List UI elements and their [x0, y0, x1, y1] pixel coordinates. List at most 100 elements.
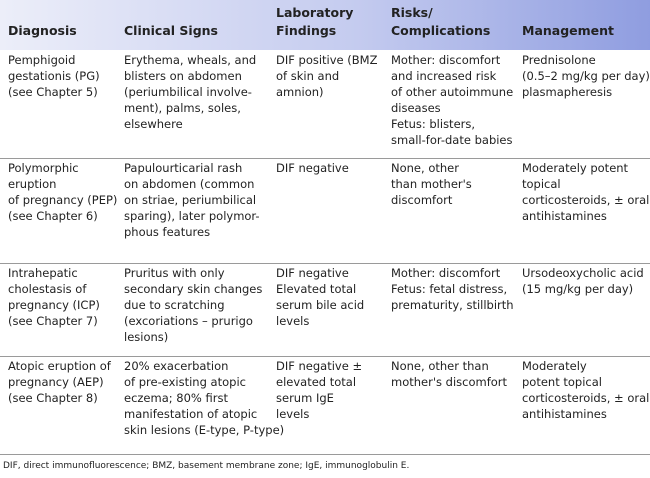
text-line: Polymorphic — [8, 161, 79, 175]
text-line: of pregnancy (PEP) — [8, 193, 118, 207]
text-line: DIF positive (BMZ — [276, 53, 378, 67]
text-line: (see Chapter 8) — [8, 391, 98, 405]
text-line: blisters on abdomen — [124, 69, 242, 83]
row-divider — [0, 454, 650, 455]
text-line: prematurity, stillbirth — [391, 298, 514, 312]
text-line: antihistamines — [522, 209, 607, 223]
text-line: Fetus: fetal distress, — [391, 282, 508, 296]
table-cell: DIF negative Elevated total serum bile aci… — [276, 265, 364, 329]
text-line: antihistamines — [522, 407, 607, 421]
text-line: Diagnosis — [8, 23, 77, 38]
table-cell: None, other than mother's discomfort — [391, 358, 507, 390]
header-cell: Management — [522, 0, 614, 40]
text-line: plasmapheresis — [522, 85, 613, 99]
text-line: elsewhere — [124, 117, 183, 131]
text-line: (see Chapter 5) — [8, 85, 98, 99]
header-cell: Diagnosis — [8, 0, 77, 40]
text-line: Papulourticarial rash — [124, 161, 243, 175]
text-line: eczema; 80% first — [124, 391, 228, 405]
text-line: and increased risk — [391, 69, 497, 83]
row-divider — [0, 356, 650, 357]
text-line: corticosteroids, ± oral — [522, 391, 650, 405]
text-line: None, other than — [391, 359, 489, 373]
text-line: eruption — [8, 177, 57, 191]
text-line: 20% exacerbation — [124, 359, 229, 373]
text-line: manifestation of atopic — [124, 407, 258, 421]
text-line: (0.5–2 mg/kg per day), — [522, 69, 650, 83]
text-line: Management — [522, 23, 615, 38]
table-cell: Pruritus with only secondary skin changes… — [124, 265, 262, 345]
text-line: Findings — [276, 23, 337, 38]
text-line: (see Chapter 7) — [8, 314, 98, 328]
text-line: Mother: discomfort — [391, 53, 501, 67]
text-line: Laboratory — [276, 5, 354, 20]
text-line: serum IgE — [276, 391, 334, 405]
text-line: Elevated total — [276, 282, 357, 296]
text-line: levels — [276, 407, 310, 421]
text-line: pregnancy (ICP) — [8, 298, 100, 312]
table-cell: Moderately potent topical corticosteroids,… — [522, 160, 649, 224]
text-line: Clinical Signs — [124, 23, 218, 38]
text-line: Moderately potent — [522, 161, 629, 175]
footnote: DIF, direct immunofluorescence; BMZ, bas… — [3, 461, 410, 471]
text-line: lesions) — [124, 330, 169, 344]
text-line: on striae, periumbilical — [124, 193, 257, 207]
text-line: DIF negative — [276, 161, 349, 175]
table-cell: 20% exacerbation of pre-existing atopic ec… — [124, 358, 284, 438]
table-cell: Mother: discomfort Fetus: fetal distress,… — [391, 265, 514, 313]
text-line: of other autoimmune — [391, 85, 514, 99]
text-line: diseases — [391, 101, 441, 115]
text-line: skin lesions (E-type, P-type) — [124, 423, 285, 437]
header-band — [0, 0, 650, 50]
text-line: elevated total — [276, 375, 357, 389]
text-line: (see Chapter 6) — [8, 209, 98, 223]
text-line: topical — [522, 177, 561, 191]
text-line: Ursodeoxycholic acid — [522, 266, 644, 280]
table-cell: Ursodeoxycholic acid (15 mg/kg per day) — [522, 265, 644, 297]
text-line: gestationis (PG) — [8, 69, 100, 83]
table-cell: Mother: discomfort and increased risk of o… — [391, 52, 513, 148]
text-line: of pre-existing atopic — [124, 375, 246, 389]
text-line: cholestasis of — [8, 282, 87, 296]
table-cell: Intrahepatic cholestasis of pregnancy (ICP… — [8, 265, 100, 329]
table-cell: DIF positive (BMZ of skin and amnion) — [276, 52, 377, 100]
header-cell: Clinical Signs — [124, 0, 218, 40]
text-line: mother's discomfort — [391, 375, 508, 389]
text-line: (periumbilical involve- — [124, 85, 252, 99]
table-cell: Erythema, wheals, and blisters on abdomen… — [124, 52, 256, 132]
text-line: Intrahepatic — [8, 266, 78, 280]
text-line: discomfort — [391, 193, 453, 207]
text-line: None, other — [391, 161, 459, 175]
text-line: serum bile acid — [276, 298, 365, 312]
text-line: ment), palms, soles, — [124, 101, 241, 115]
text-line: DIF negative ± — [276, 359, 363, 373]
text-line: Moderately — [522, 359, 587, 373]
text-line: Pemphigoid — [8, 53, 76, 67]
text-line: amnion) — [276, 85, 324, 99]
text-line: Complications — [391, 23, 491, 38]
text-line: Pruritus with only — [124, 266, 225, 280]
table-cell: Moderately potent topical corticosteroids,… — [522, 358, 649, 422]
table-cell: DIF negative ± elevated total serum IgE lev… — [276, 358, 362, 422]
text-line: than mother's — [391, 177, 472, 191]
table-cell: Prednisolone (0.5–2 mg/kg per day), plasma… — [522, 52, 650, 100]
table-cell: Pemphigoid gestationis (PG) (see Chapter 5… — [8, 52, 100, 100]
text-line: on abdomen (common — [124, 177, 255, 191]
text-line: potent topical — [522, 375, 602, 389]
text-line: secondary skin changes — [124, 282, 263, 296]
row-divider — [0, 158, 650, 159]
header-cell: Risks/Complications — [391, 0, 490, 40]
text-line: Mother: discomfort — [391, 266, 501, 280]
text-line: Erythema, wheals, and — [124, 53, 257, 67]
text-line: due to scratching — [124, 298, 225, 312]
header-cell: Laboratory Findings — [276, 0, 353, 40]
text-line: sparing), later polymor- — [124, 209, 260, 223]
row-divider — [0, 263, 650, 264]
text-line: Risks/ — [391, 5, 433, 20]
table-cell: None, other than mother's discomfort — [391, 160, 472, 208]
text-line: Fetus: blisters, — [391, 117, 476, 131]
table-cell: Papulourticarial rash on abdomen (common o… — [124, 160, 260, 240]
text-line: pregnancy (AEP) — [8, 375, 104, 389]
text-line: Atopic eruption of — [8, 359, 111, 373]
